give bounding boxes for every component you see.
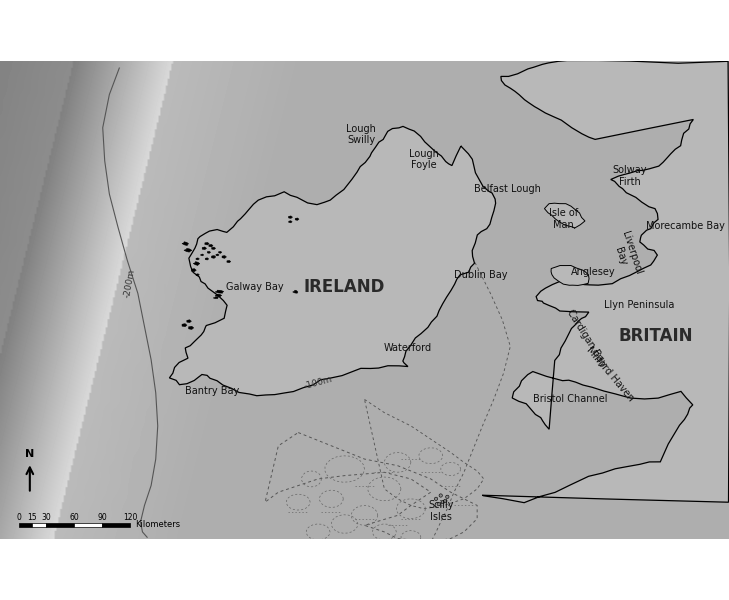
Circle shape <box>441 500 445 504</box>
Polygon shape <box>200 254 204 256</box>
Polygon shape <box>222 256 227 259</box>
Bar <box>47 523 74 527</box>
Text: 90: 90 <box>97 512 107 521</box>
Bar <box>18 523 33 527</box>
Text: Kilometers: Kilometers <box>136 520 180 529</box>
Text: Waterford: Waterford <box>383 343 432 353</box>
Polygon shape <box>215 290 224 293</box>
Text: Morecambe Bay: Morecambe Bay <box>647 221 725 231</box>
Polygon shape <box>289 216 292 218</box>
Circle shape <box>434 497 437 500</box>
Polygon shape <box>227 260 231 263</box>
Polygon shape <box>189 326 194 329</box>
Polygon shape <box>196 274 199 276</box>
Polygon shape <box>219 251 222 253</box>
Polygon shape <box>483 61 729 503</box>
Polygon shape <box>193 262 200 265</box>
Circle shape <box>444 499 447 502</box>
Polygon shape <box>191 269 196 272</box>
Circle shape <box>439 494 443 497</box>
Polygon shape <box>211 256 216 259</box>
Polygon shape <box>208 244 213 247</box>
Text: 120: 120 <box>122 512 137 521</box>
Polygon shape <box>295 218 299 220</box>
Text: Belfast Lough: Belfast Lough <box>474 184 540 194</box>
Circle shape <box>445 495 449 499</box>
Text: 30: 30 <box>42 512 51 521</box>
Bar <box>33 523 47 527</box>
Polygon shape <box>182 323 187 327</box>
Polygon shape <box>545 203 585 228</box>
Text: Milford Haven: Milford Haven <box>584 345 635 403</box>
Polygon shape <box>205 242 209 245</box>
Text: Lough
Swilly: Lough Swilly <box>346 124 376 145</box>
Text: Scilly
Isles: Scilly Isles <box>428 500 453 521</box>
Text: -200m: -200m <box>122 268 136 299</box>
Text: -100m: -100m <box>303 375 333 391</box>
Text: Galway Bay: Galway Bay <box>226 282 284 292</box>
Polygon shape <box>182 242 189 245</box>
Text: BRITAIN: BRITAIN <box>619 328 693 346</box>
Text: 0: 0 <box>16 512 21 521</box>
Polygon shape <box>205 258 208 260</box>
Polygon shape <box>187 320 192 323</box>
Polygon shape <box>207 251 211 253</box>
Text: Anglesey: Anglesey <box>571 267 615 277</box>
Polygon shape <box>211 247 216 250</box>
Text: IRELAND: IRELAND <box>304 278 386 296</box>
Bar <box>74 523 102 527</box>
Text: 60: 60 <box>69 512 79 521</box>
Polygon shape <box>215 294 222 296</box>
Text: Lough
Foyle: Lough Foyle <box>409 149 439 170</box>
Circle shape <box>437 502 440 506</box>
Polygon shape <box>196 258 199 260</box>
Text: Cardigan Bay: Cardigan Bay <box>565 308 608 369</box>
Text: Llyn Peninsula: Llyn Peninsula <box>604 301 675 310</box>
Polygon shape <box>169 127 496 396</box>
Polygon shape <box>551 266 589 286</box>
Text: Dublin Bay: Dublin Bay <box>453 271 507 280</box>
Polygon shape <box>184 248 192 252</box>
Text: Solway
Firth: Solway Firth <box>612 165 647 187</box>
Text: Liverpool
Bay: Liverpool Bay <box>609 230 644 280</box>
Text: Bantry Bay: Bantry Bay <box>185 386 239 397</box>
Text: Bristol Channel: Bristol Channel <box>533 394 607 404</box>
Bar <box>102 523 130 527</box>
Polygon shape <box>202 247 206 250</box>
Polygon shape <box>216 254 219 256</box>
Polygon shape <box>289 221 292 223</box>
Polygon shape <box>213 297 219 299</box>
Polygon shape <box>292 290 298 293</box>
Text: N: N <box>26 449 34 459</box>
Text: 15: 15 <box>28 512 37 521</box>
Text: Isle of
Man: Isle of Man <box>549 208 578 230</box>
